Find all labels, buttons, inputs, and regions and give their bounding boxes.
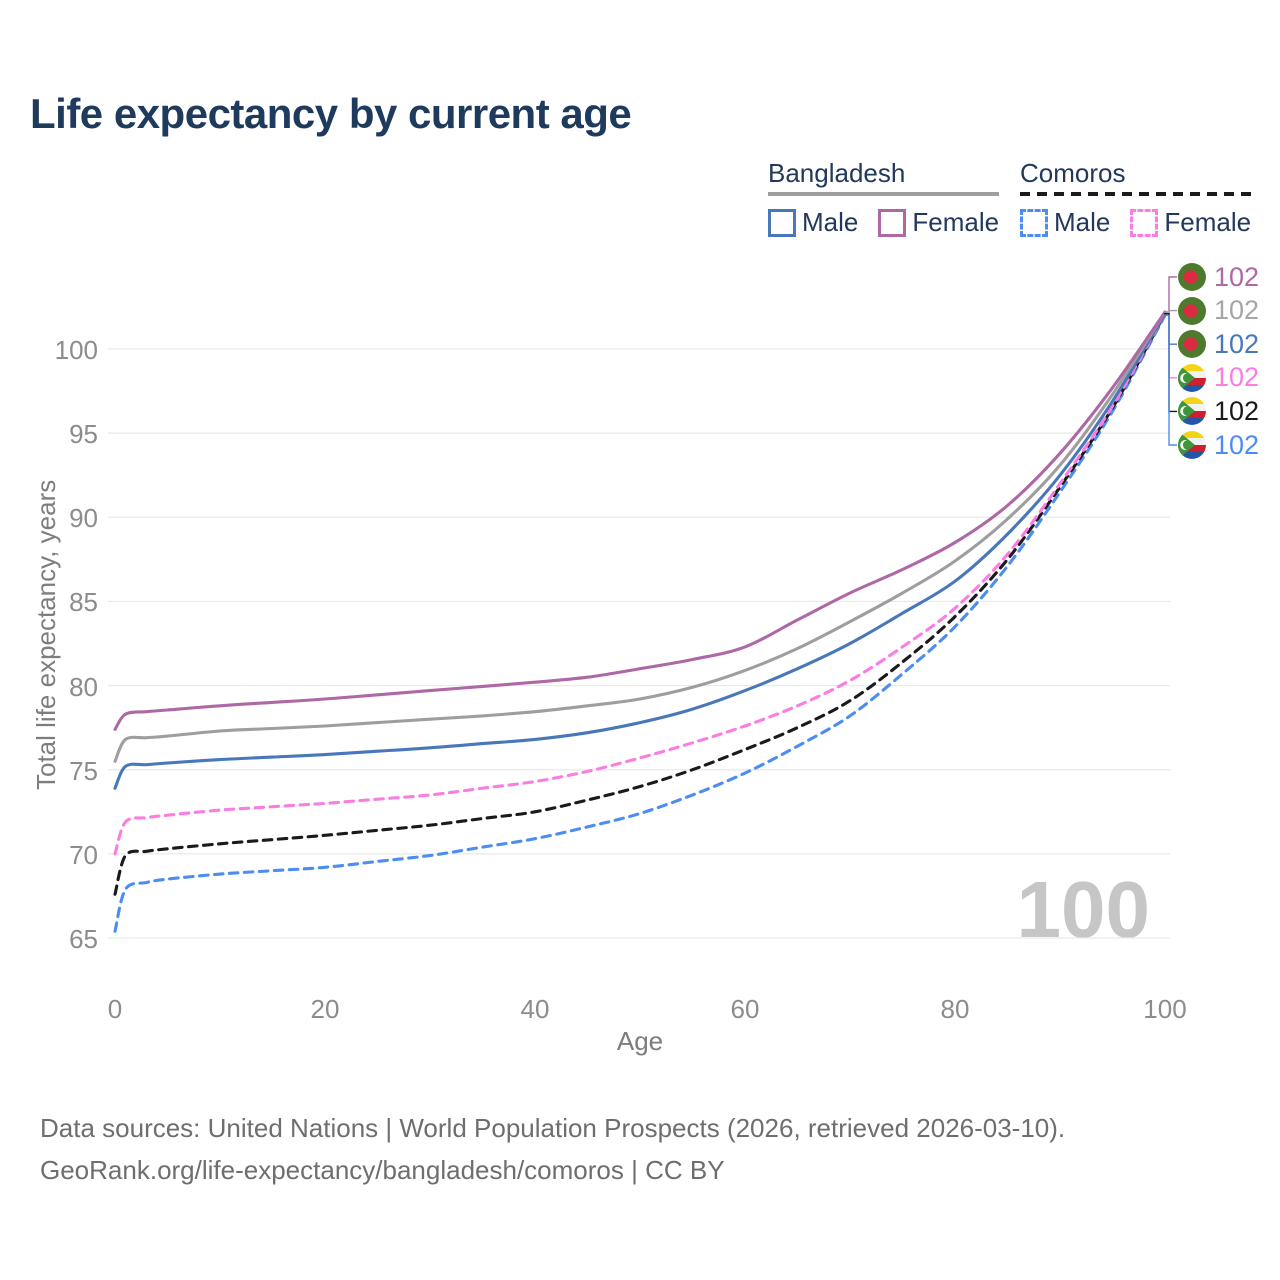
x-tick-label: 100 <box>1143 994 1187 1024</box>
end-label-connector-line <box>1164 309 1177 313</box>
legend-country-label-bangladesh[interactable]: Bangladesh <box>768 158 906 188</box>
comoros-flag-icon <box>1178 397 1206 426</box>
legend-item-label-comoros-female: Female <box>1164 207 1252 238</box>
end-value-label: 102 <box>1214 395 1260 426</box>
comoros-female-swatch <box>1130 208 1159 237</box>
bangladesh-female-swatch <box>878 208 907 237</box>
legend-item-comoros-male[interactable]: Male <box>1020 207 1110 238</box>
end-label-connector-line <box>1164 313 1177 345</box>
end-label-row-comoros-male: 102 <box>1178 430 1259 460</box>
end-label-connector-line <box>1164 314 1177 446</box>
end-label-connector-line <box>1164 313 1177 413</box>
x-tick-label: 40 <box>520 994 550 1024</box>
bangladesh-flag-icon <box>1178 263 1206 291</box>
end-value-label: 102 <box>1214 295 1260 326</box>
x-tick-label: 0 <box>107 994 123 1024</box>
x-tick-label: 60 <box>730 994 760 1024</box>
end-label-row-bangladesh-female: 102 <box>1178 262 1259 292</box>
x-tick-label: 80 <box>940 994 970 1024</box>
comoros-flag-icon <box>1178 363 1206 392</box>
legend-item-comoros-female[interactable]: Female <box>1130 207 1251 238</box>
end-value-label: 102 <box>1214 328 1260 359</box>
bangladesh-total-line-swatch <box>768 192 1000 197</box>
y-tick-label: 70 <box>69 839 98 870</box>
legend-item-bangladesh-female[interactable]: Female <box>878 207 999 238</box>
bangladesh-flag-icon <box>1178 330 1206 359</box>
series-line-bangladesh-both-sexes[interactable] <box>113 310 1167 763</box>
end-value-label: 102 <box>1214 261 1260 292</box>
age-counter-watermark: 100 <box>1016 865 1150 954</box>
legend-group-comoros: Comoros Male Female <box>1020 158 1252 238</box>
footer-attribution: GeoRank.org/life-expectancy/bangladesh/c… <box>40 1154 725 1185</box>
end-label-connector-line <box>1164 313 1177 379</box>
comoros-total-line-swatch <box>1020 192 1252 197</box>
series-line-comoros-both-sexes[interactable] <box>113 312 1167 896</box>
end-label-connector-line <box>1164 276 1177 313</box>
comoros-male-swatch <box>1020 208 1048 237</box>
y-tick-label: 90 <box>69 503 98 534</box>
page-title: Life expectancy by current age <box>30 90 632 137</box>
y-axis-title: Total life expectancy, years <box>31 479 61 791</box>
bangladesh-flag-icon <box>1178 296 1206 325</box>
footer: Data sources: United Nations | World Pop… <box>40 1108 1065 1191</box>
end-value-label: 102 <box>1214 429 1260 460</box>
end-label-row-bangladesh-both-sexes: 102 <box>1178 296 1259 326</box>
series-line-comoros-male[interactable] <box>113 313 1167 933</box>
end-value-label: 102 <box>1214 362 1260 393</box>
legend-item-label-bangladesh-female: Female <box>912 207 1000 238</box>
y-tick-label: 100 <box>54 335 98 365</box>
legend-item-label-bangladesh-male: Male <box>802 207 859 238</box>
y-tick-label: 65 <box>69 924 98 954</box>
legend-group-bangladesh: Bangladesh Male Female <box>768 158 1000 238</box>
comoros-flag-icon <box>1178 431 1206 459</box>
series-line-bangladesh-female[interactable] <box>113 310 1167 731</box>
y-tick-label: 95 <box>69 419 98 450</box>
bangladesh-male-swatch <box>768 208 796 237</box>
legend-country-label-comoros[interactable]: Comoros <box>1020 158 1126 188</box>
end-label-row-comoros-both-sexes: 102 <box>1178 396 1259 426</box>
y-tick-label: 85 <box>69 587 98 618</box>
x-axis-title: Age <box>616 1026 664 1056</box>
end-label-row-bangladesh-male: 102 <box>1178 329 1259 359</box>
series-line-bangladesh-male[interactable] <box>113 312 1167 790</box>
legend-item-bangladesh-male[interactable]: Male <box>768 207 858 238</box>
series-line-comoros-female[interactable] <box>113 312 1167 856</box>
footer-data-sources: Data sources: United Nations | World Pop… <box>40 1113 1066 1143</box>
y-tick-label: 75 <box>69 755 98 786</box>
y-tick-label: 80 <box>69 671 98 702</box>
end-label-row-comoros-female: 102 <box>1178 363 1259 393</box>
legend-item-label-comoros-male: Male <box>1054 207 1111 238</box>
x-tick-label: 20 <box>310 994 340 1024</box>
